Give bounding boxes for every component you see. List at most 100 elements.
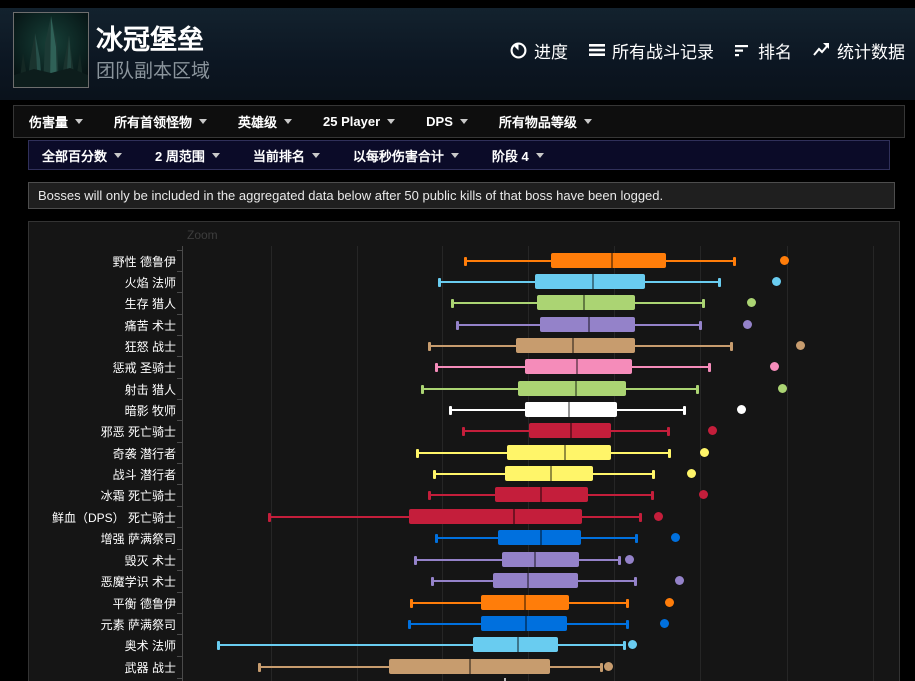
nav-link-4[interactable]: 统计数据 <box>813 38 905 63</box>
outlier-dot[interactable] <box>700 448 709 457</box>
whisker-cap-max <box>652 470 655 479</box>
outlier-dot[interactable] <box>604 662 613 671</box>
dropdown-label: 2 周范围 <box>155 148 205 164</box>
outlier-dot[interactable] <box>675 576 684 585</box>
secondary-dropdown-4[interactable]: 以每秒伤害合计 <box>353 146 459 165</box>
dropdown-label: 伤害量 <box>29 115 69 130</box>
chevron-down-icon <box>450 152 459 158</box>
boxplot-box[interactable] <box>473 637 558 652</box>
boxplot-box[interactable] <box>481 595 569 610</box>
outlier-dot[interactable] <box>654 512 663 521</box>
outlier-dot[interactable] <box>770 362 779 371</box>
boxplot-box[interactable] <box>525 402 617 417</box>
whisker-cap-max <box>708 363 711 372</box>
gridline <box>357 246 358 681</box>
boxplot-box[interactable] <box>535 274 645 289</box>
boxplot-box[interactable] <box>537 295 635 310</box>
spec-label: 射击 猎人 <box>124 383 176 397</box>
gridline <box>271 246 272 681</box>
outlier-dot[interactable] <box>778 384 787 393</box>
boxplot-box[interactable] <box>505 466 593 481</box>
spec-label: 火焰 法师 <box>124 276 176 290</box>
gridline <box>442 246 443 681</box>
boxplot-box[interactable] <box>495 487 588 502</box>
boxplot-box[interactable] <box>493 573 578 588</box>
spec-label: 元素 萨满祭司 <box>100 618 176 632</box>
outlier-dot[interactable] <box>671 533 680 542</box>
boxplot-box[interactable] <box>529 423 611 438</box>
whisker-cap-min <box>416 449 419 458</box>
boxplot-box[interactable] <box>409 509 582 524</box>
chevron-down-icon <box>75 119 84 124</box>
page-subtitle: 团队副本区域 <box>96 61 211 82</box>
whisker-cap-max <box>699 321 702 330</box>
spec-label: 奇袭 潜行者 <box>112 447 176 461</box>
median-line <box>550 466 552 481</box>
boxplot-box[interactable] <box>551 253 666 268</box>
nav-link-2[interactable]: 所有战斗记录 <box>589 38 714 63</box>
outlier-dot[interactable] <box>665 598 674 607</box>
boxplot-box[interactable] <box>518 381 626 396</box>
whisker-cap-max <box>626 620 629 629</box>
boxplot-box[interactable] <box>525 359 632 374</box>
chart-panel: Zoom 野性 德鲁伊 火焰 法师 生存 猎人 痛苦 术士 狂怒 战士 惩戒 圣骑士 射击 … <box>28 221 900 681</box>
whisker-cap-min <box>410 599 413 608</box>
boxplot-box[interactable] <box>502 552 579 567</box>
boxplot-box[interactable] <box>481 616 567 631</box>
axis-tick <box>177 314 182 315</box>
chevron-down-icon <box>114 152 123 158</box>
outlier-dot[interactable] <box>625 555 634 564</box>
outlier-dot[interactable] <box>743 320 752 329</box>
whisker-cap-min <box>428 342 431 351</box>
outlier-dot[interactable] <box>737 405 746 414</box>
secondary-dropdown-2[interactable]: 2 周范围 <box>155 146 220 165</box>
primary-dropdown-1[interactable]: 伤害量 <box>29 112 84 131</box>
nav-link-1[interactable]: 进度 <box>510 38 568 63</box>
primary-dropdown-4[interactable]: 25 Player <box>323 114 396 129</box>
boxplot-box[interactable] <box>389 659 550 674</box>
median-line <box>588 317 590 332</box>
outlier-dot[interactable] <box>687 469 696 478</box>
spec-label: 惩戒 圣骑士 <box>112 361 176 375</box>
primary-dropdown-6[interactable]: 所有物品等级 <box>499 112 592 131</box>
dropdown-label: 英雄级 <box>238 115 278 130</box>
outlier-dot[interactable] <box>708 426 717 435</box>
zoom-label: Zoom <box>187 228 218 242</box>
primary-dropdown-2[interactable]: 所有首领怪物 <box>114 112 208 131</box>
boxplot-box[interactable] <box>507 445 611 460</box>
icecrown-citadel-icon <box>13 12 89 88</box>
nav-link-3[interactable]: 排名 <box>735 38 792 63</box>
spec-label: 增强 萨满祭司 <box>100 532 176 546</box>
spec-label: 暗影 牧师 <box>124 404 176 418</box>
outlier-dot[interactable] <box>747 298 756 307</box>
axis-tick <box>177 592 182 593</box>
whisker-cap-max <box>626 599 629 608</box>
secondary-dropdown-5[interactable]: 阶段 4 <box>492 146 544 165</box>
outlier-dot[interactable] <box>796 341 805 350</box>
nav-link-label: 所有战斗记录 <box>612 42 714 62</box>
primary-dropdown-3[interactable]: 英雄级 <box>238 112 293 131</box>
median-line <box>540 530 542 545</box>
primary-dropdown-5[interactable]: DPS <box>426 114 468 129</box>
gridline <box>700 246 701 681</box>
spec-label: 鲜血（DPS） 死亡骑士 <box>51 511 176 525</box>
outlier-dot[interactable] <box>772 277 781 286</box>
ranking-icon <box>735 43 751 57</box>
secondary-dropdown-3[interactable]: 当前排名 <box>253 146 320 165</box>
axis-tick <box>177 271 182 272</box>
outlier-dot[interactable] <box>628 640 637 649</box>
outlier-dot[interactable] <box>699 490 708 499</box>
spec-label: 生存 猎人 <box>124 297 176 311</box>
boxplot-box[interactable] <box>540 317 635 332</box>
gridline <box>787 246 788 681</box>
secondary-dropdown-1[interactable]: 全部百分数 <box>42 146 123 165</box>
whisker-cap-min <box>258 663 261 672</box>
boxplot-box[interactable] <box>498 530 581 545</box>
whisker-cap-min <box>451 299 454 308</box>
median-line <box>534 552 536 567</box>
outlier-dot[interactable] <box>780 256 789 265</box>
outlier-dot[interactable] <box>660 619 669 628</box>
boxplot-box[interactable] <box>516 338 635 353</box>
whisker-cap-max <box>730 342 733 351</box>
spec-label: 邪恶 死亡骑士 <box>100 425 176 439</box>
